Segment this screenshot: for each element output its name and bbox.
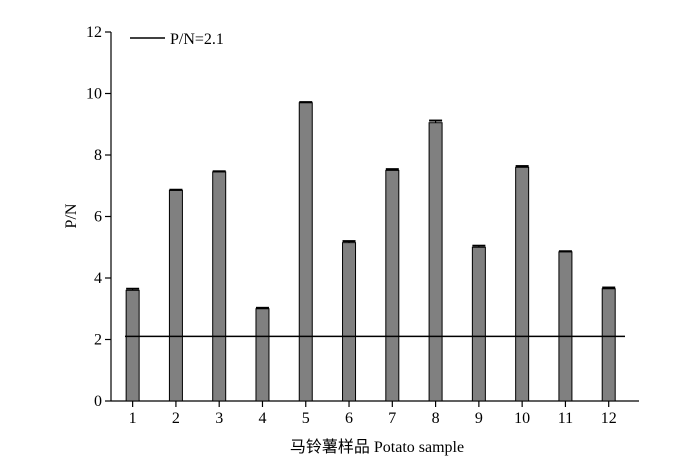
y-tick-label: 0 <box>94 393 102 410</box>
x-tick-label: 8 <box>432 410 440 427</box>
x-axis-label: 马铃薯样品 Potato sample <box>290 438 464 456</box>
y-tick-label: 12 <box>86 24 102 41</box>
x-tick-label: 2 <box>172 410 180 427</box>
x-tick-label: 11 <box>558 410 573 427</box>
legend-label: P/N=2.1 <box>170 31 224 48</box>
y-tick-label: 8 <box>94 147 102 164</box>
x-tick-label: 12 <box>601 410 617 427</box>
x-tick-label: 5 <box>302 410 310 427</box>
bar <box>515 166 530 402</box>
y-tick-label: 4 <box>94 270 102 287</box>
bar <box>471 246 486 402</box>
bar <box>385 169 400 402</box>
x-axis-ticks: 1 2 3 4 5 6 7 8 9 10 11 12 <box>129 401 617 427</box>
x-tick-label: 7 <box>388 410 396 427</box>
x-tick-label: 9 <box>475 410 483 427</box>
bar <box>342 242 357 402</box>
bar <box>212 171 227 402</box>
x-tick-label: 10 <box>514 410 530 427</box>
bar <box>601 288 616 402</box>
x-tick-label: 4 <box>258 410 266 427</box>
bar <box>298 102 313 402</box>
legend: P/N=2.1 <box>130 31 224 48</box>
x-tick-label: 3 <box>215 410 223 427</box>
bars <box>125 101 616 402</box>
bar <box>168 189 183 402</box>
bar <box>428 122 443 402</box>
bar <box>125 289 140 402</box>
y-axis-label: P/N <box>63 203 80 228</box>
x-tick-label: 6 <box>345 410 353 427</box>
y-tick-label: 10 <box>86 86 102 103</box>
x-tick-label: 1 <box>129 410 137 427</box>
y-axis-ticks: 0 2 4 6 8 10 12 <box>86 24 111 410</box>
y-tick-label: 6 <box>94 209 102 226</box>
bar <box>558 251 573 402</box>
y-tick-label: 2 <box>94 332 102 349</box>
bar <box>255 308 270 402</box>
